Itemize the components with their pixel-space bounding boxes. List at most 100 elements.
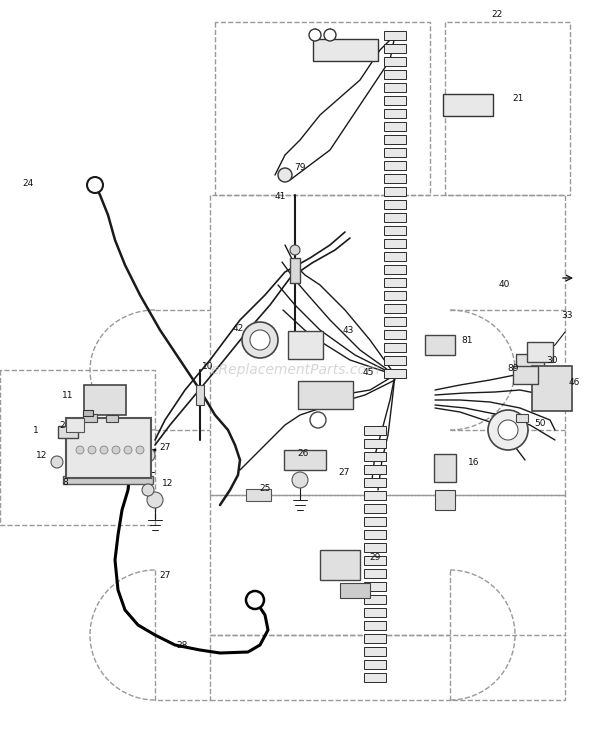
- Bar: [384, 317, 406, 325]
- Bar: [65, 418, 150, 478]
- Text: 11: 11: [63, 390, 74, 399]
- Bar: [527, 342, 553, 362]
- Bar: [384, 226, 406, 235]
- Circle shape: [87, 177, 103, 193]
- Bar: [384, 238, 406, 247]
- Text: 12: 12: [37, 450, 48, 460]
- Circle shape: [498, 420, 518, 440]
- Bar: [364, 464, 386, 474]
- Bar: [384, 264, 406, 274]
- Bar: [384, 44, 406, 52]
- Bar: [384, 134, 406, 143]
- Bar: [516, 354, 544, 376]
- Bar: [83, 410, 93, 416]
- Bar: [384, 277, 406, 286]
- Bar: [364, 517, 386, 525]
- Text: 21: 21: [512, 94, 524, 103]
- Bar: [364, 503, 386, 512]
- Bar: [384, 368, 406, 378]
- Text: 10: 10: [202, 362, 214, 370]
- Text: 50: 50: [535, 418, 546, 427]
- Text: 8: 8: [62, 477, 68, 486]
- Bar: [66, 418, 84, 432]
- Text: 16: 16: [468, 458, 480, 466]
- Bar: [287, 331, 323, 359]
- Bar: [84, 385, 126, 415]
- Bar: [384, 303, 406, 312]
- Circle shape: [147, 492, 163, 508]
- Bar: [340, 582, 370, 598]
- Text: 43: 43: [342, 325, 353, 334]
- Bar: [384, 83, 406, 92]
- Bar: [532, 365, 572, 410]
- Circle shape: [324, 29, 336, 41]
- Bar: [384, 108, 406, 117]
- Circle shape: [141, 448, 155, 462]
- Text: 22: 22: [491, 10, 503, 18]
- Circle shape: [488, 410, 528, 450]
- Bar: [106, 415, 118, 421]
- Text: 25: 25: [260, 483, 271, 492]
- Text: 81: 81: [461, 336, 473, 345]
- Bar: [196, 385, 204, 405]
- Text: 30: 30: [546, 356, 558, 365]
- Text: 89: 89: [507, 364, 519, 373]
- Bar: [364, 556, 386, 565]
- Bar: [364, 426, 386, 435]
- Bar: [384, 160, 406, 170]
- Bar: [245, 489, 270, 501]
- Text: 79: 79: [294, 162, 306, 171]
- Bar: [284, 450, 326, 470]
- Bar: [384, 95, 406, 105]
- Bar: [425, 335, 455, 355]
- Circle shape: [242, 322, 278, 358]
- Bar: [58, 426, 78, 438]
- Bar: [364, 529, 386, 539]
- Text: 27: 27: [159, 443, 171, 452]
- Bar: [384, 122, 406, 131]
- Bar: [290, 258, 300, 283]
- Circle shape: [290, 245, 300, 255]
- Text: 28: 28: [176, 641, 188, 649]
- Bar: [364, 672, 386, 681]
- Bar: [384, 69, 406, 78]
- Circle shape: [76, 446, 84, 454]
- Circle shape: [246, 591, 264, 609]
- Circle shape: [309, 29, 321, 41]
- Bar: [384, 199, 406, 209]
- Bar: [364, 582, 386, 590]
- Bar: [435, 490, 455, 510]
- Bar: [384, 342, 406, 351]
- Bar: [364, 438, 386, 447]
- Text: 40: 40: [499, 280, 510, 289]
- Circle shape: [292, 472, 308, 488]
- Bar: [364, 646, 386, 655]
- Circle shape: [112, 446, 120, 454]
- Bar: [364, 621, 386, 630]
- Circle shape: [88, 446, 96, 454]
- Text: 33: 33: [561, 311, 573, 320]
- Bar: [313, 39, 378, 61]
- Bar: [364, 491, 386, 500]
- Bar: [384, 329, 406, 339]
- Text: 29: 29: [369, 553, 381, 562]
- Bar: [384, 173, 406, 182]
- Bar: [364, 633, 386, 643]
- Bar: [384, 356, 406, 365]
- Bar: [384, 252, 406, 261]
- Bar: [364, 595, 386, 604]
- Text: 2: 2: [59, 421, 65, 430]
- Bar: [364, 477, 386, 486]
- Bar: [513, 366, 537, 384]
- Circle shape: [124, 446, 132, 454]
- Bar: [384, 57, 406, 66]
- Text: 45: 45: [362, 368, 373, 376]
- Text: 12: 12: [162, 478, 173, 488]
- Text: 27: 27: [159, 571, 171, 581]
- Bar: [384, 213, 406, 221]
- Bar: [384, 148, 406, 156]
- Text: 27: 27: [338, 467, 350, 477]
- Text: 1: 1: [33, 426, 39, 435]
- Text: 41: 41: [274, 191, 286, 201]
- Circle shape: [100, 446, 108, 454]
